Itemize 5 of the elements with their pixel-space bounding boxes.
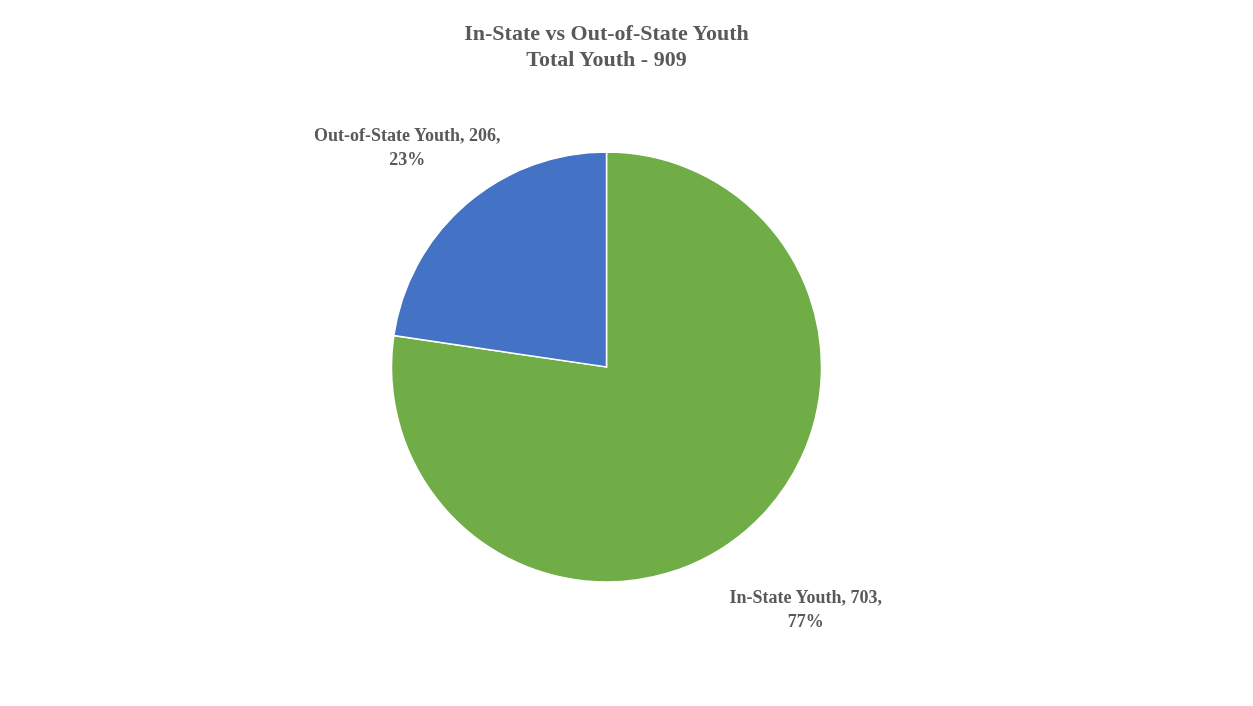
slice-label: In-State Youth, 703, 77%: [729, 586, 882, 631]
slice-label: Out-of-State Youth, 206, 23%: [314, 125, 501, 170]
chart-subtitle: Total Youth - 909: [526, 46, 687, 71]
chart-title: In-State vs Out-of-State Youth: [464, 20, 749, 45]
pie-slice: [390, 151, 823, 583]
